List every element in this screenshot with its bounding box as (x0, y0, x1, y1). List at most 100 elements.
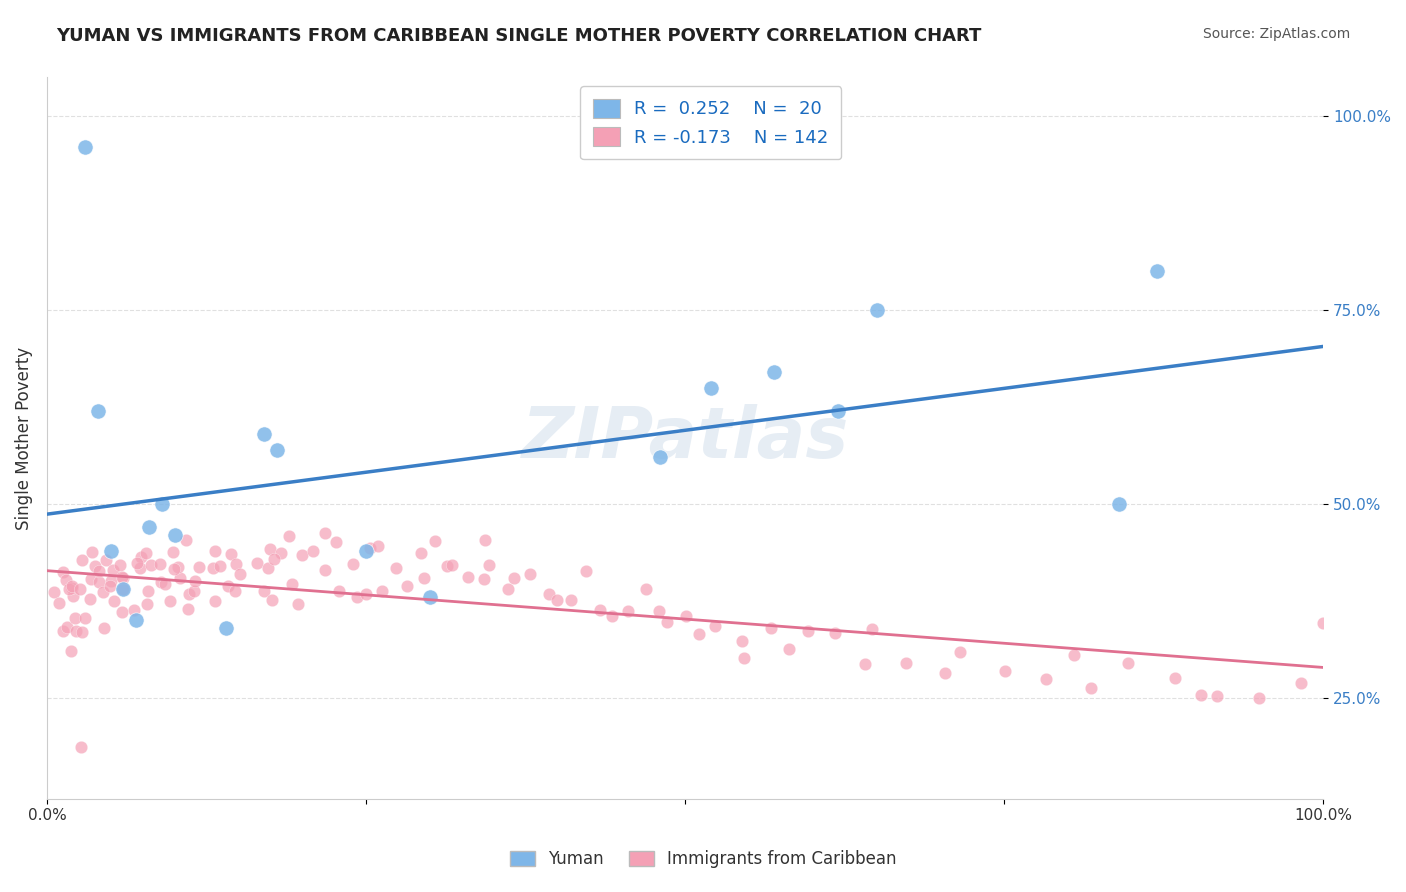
Point (150, 574, 173, 589)
Point (436, 559, 458, 574)
Point (208, 559, 231, 574)
Point (325, 535, 347, 549)
Point (162, 545, 184, 559)
Point (699, 381, 721, 395)
Point (472, 572, 495, 586)
Legend: R =  0.252    N =  20, R = -0.173    N = 142: R = 0.252 N = 20, R = -0.173 N = 142 (581, 87, 841, 160)
Point (589, 602, 612, 616)
Point (328, 584, 350, 599)
Point (204, 543, 226, 558)
Point (62, 589, 84, 603)
Point (80, 545, 103, 559)
Point (519, 566, 541, 581)
Point (94, 552, 117, 566)
Point (70, 624, 93, 639)
Point (675, 608, 697, 623)
Text: Source: ZipAtlas.com: Source: ZipAtlas.com (1202, 27, 1350, 41)
Point (204, 593, 226, 607)
Point (162, 561, 184, 575)
Point (79, 572, 101, 586)
Point (62, 579, 84, 593)
Point (184, 574, 207, 588)
Point (112, 582, 135, 596)
Point (1247, 691, 1270, 706)
Point (498, 582, 520, 596)
Point (934, 666, 956, 681)
Point (385, 561, 408, 575)
Point (52, 565, 75, 579)
Point (797, 624, 820, 639)
Point (166, 560, 188, 574)
Point (270, 546, 292, 560)
Point (419, 590, 441, 604)
Point (1116, 656, 1139, 670)
Point (153, 577, 176, 591)
Point (111, 605, 134, 619)
Point (125, 613, 148, 627)
Point (731, 634, 754, 648)
Point (1189, 689, 1212, 703)
Point (91, 584, 114, 599)
Point (252, 583, 274, 598)
Point (225, 557, 247, 571)
Point (502, 571, 524, 585)
Point (1146, 264, 1168, 278)
Point (266, 442, 288, 457)
Point (83, 558, 105, 573)
Point (72, 553, 94, 567)
Point (1080, 681, 1102, 695)
Point (87, 404, 110, 418)
Point (395, 579, 418, 593)
Point (359, 541, 381, 555)
Point (634, 582, 657, 597)
Point (291, 549, 314, 563)
Point (546, 592, 568, 607)
Point (58, 582, 80, 596)
Point (949, 645, 972, 659)
Point (778, 642, 800, 657)
Point (478, 558, 501, 572)
Point (150, 497, 173, 511)
Point (93, 621, 115, 635)
Point (221, 547, 243, 561)
Point (111, 569, 134, 583)
Point (648, 604, 671, 618)
Point (127, 556, 149, 570)
Point (356, 587, 378, 601)
Point (70, 740, 93, 755)
Point (277, 529, 299, 543)
Point (62, 581, 84, 595)
Point (259, 542, 281, 557)
Point (228, 566, 250, 581)
Point (441, 558, 464, 572)
Point (537, 587, 560, 601)
Point (138, 584, 160, 599)
Point (98, 578, 121, 592)
Point (600, 608, 623, 623)
Point (128, 561, 150, 575)
Point (1063, 648, 1085, 663)
Point (75, 140, 97, 154)
Point (994, 664, 1017, 678)
Point (354, 543, 377, 558)
Point (138, 520, 160, 534)
Point (188, 559, 211, 574)
Point (101, 563, 124, 577)
Point (108, 558, 131, 573)
Point (176, 602, 198, 616)
Point (655, 615, 678, 629)
Point (89, 574, 111, 589)
Point (688, 627, 710, 641)
Point (314, 525, 336, 540)
Point (457, 570, 479, 584)
Point (703, 619, 725, 633)
Point (129, 550, 152, 565)
Point (257, 561, 280, 575)
Point (55, 574, 77, 588)
Point (169, 571, 191, 585)
Legend: Yuman, Immigrants from Caribbean: Yuman, Immigrants from Caribbean (503, 844, 903, 875)
Point (827, 404, 849, 418)
Point (51, 624, 73, 638)
Point (63, 611, 86, 625)
Point (409, 545, 432, 559)
